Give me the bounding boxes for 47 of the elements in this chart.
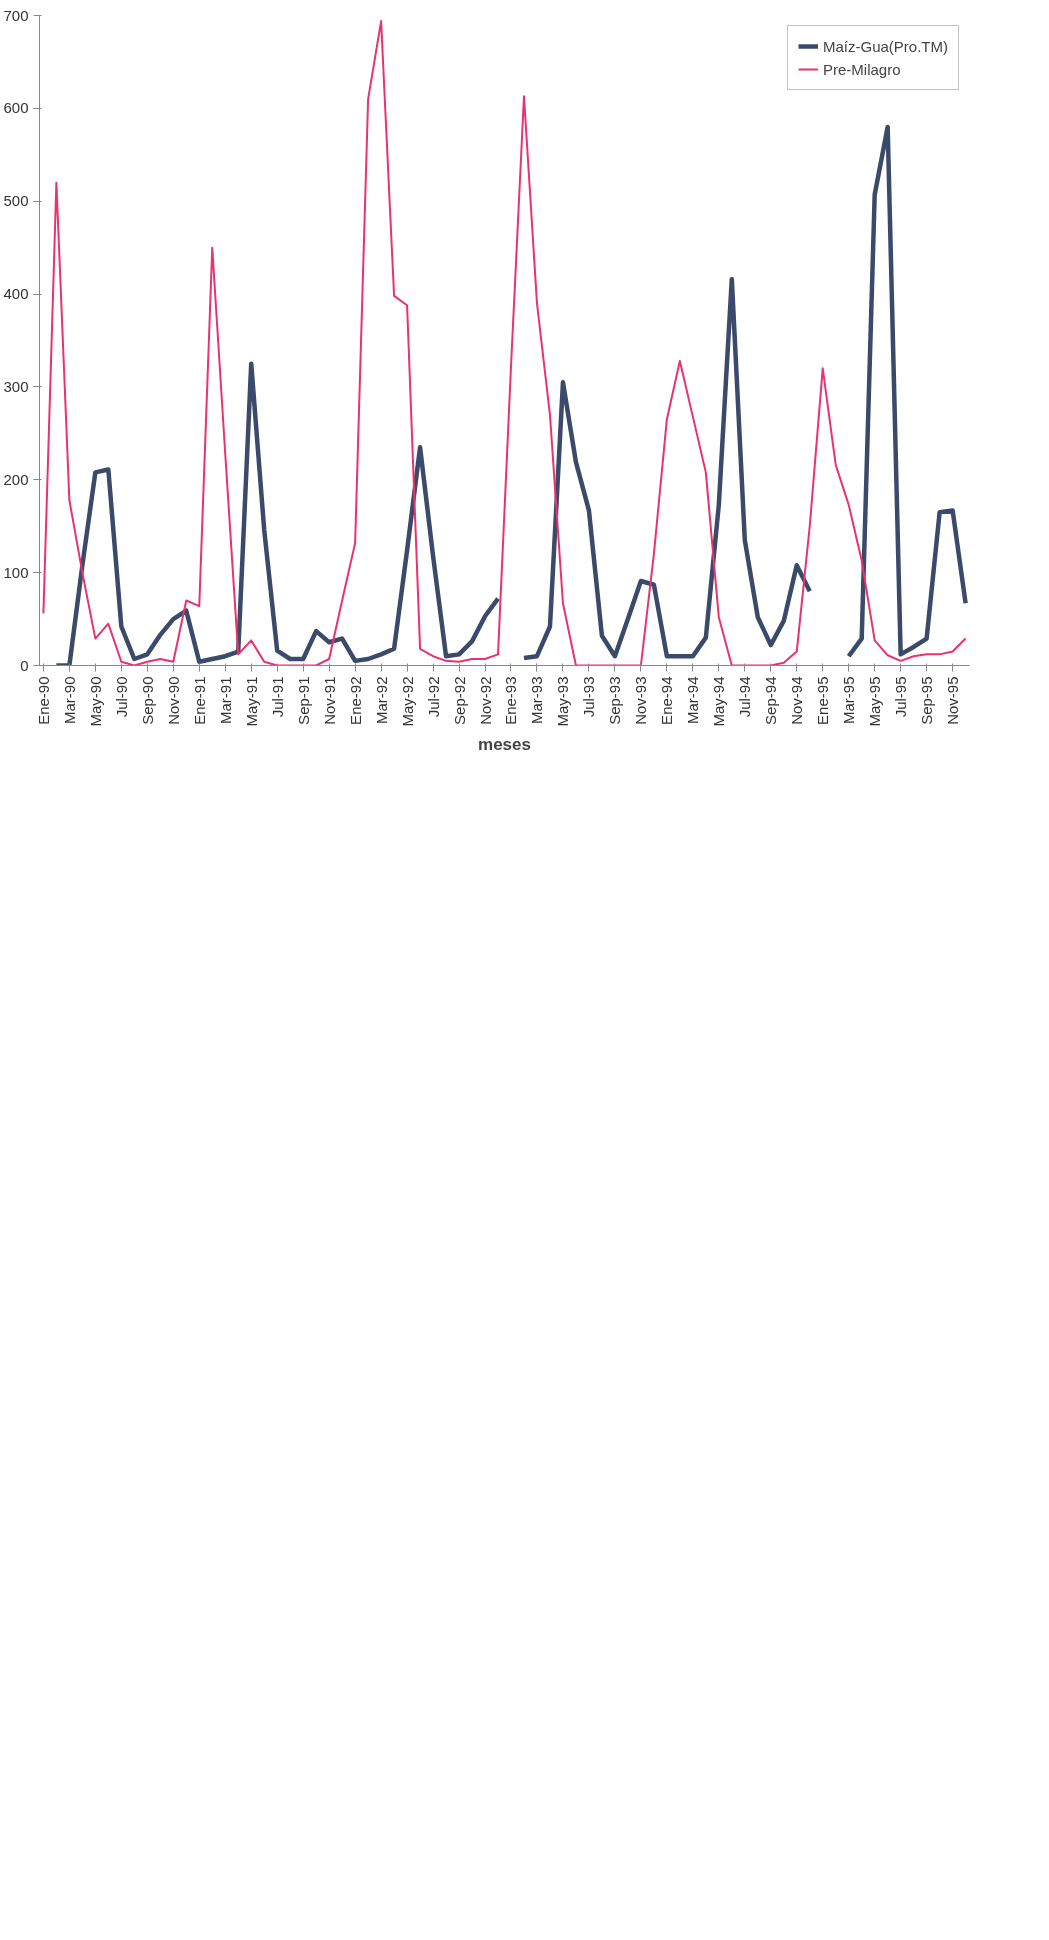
y-tick-label: 200 <box>3 470 29 488</box>
x-tick-label: Mar-90 <box>60 676 78 725</box>
x-tick-label: Sep-90 <box>138 676 156 725</box>
y-tick-label: 100 <box>3 563 29 581</box>
x-tick-label: Mar-93 <box>528 676 546 725</box>
x-tick-label: Ene-90 <box>34 676 52 725</box>
x-tick-label: Mar-94 <box>684 676 702 725</box>
x-tick-label: May-91 <box>242 676 260 727</box>
y-tick-label: 0 <box>20 656 29 674</box>
y-tick-label: 600 <box>3 99 29 117</box>
x-tick-label: Nov-91 <box>320 676 338 725</box>
x-tick-label: Nov-95 <box>944 676 962 725</box>
x-tick-label: Ene-91 <box>190 676 208 725</box>
x-tick-label: Sep-95 <box>918 676 936 725</box>
x-tick-label: Ene-94 <box>658 676 676 725</box>
x-tick-label: Mar-91 <box>216 676 234 725</box>
x-tick-label: May-92 <box>398 676 416 727</box>
x-tick-label: Nov-94 <box>788 676 806 725</box>
y-tick-label: 700 <box>3 6 29 24</box>
x-tick-label: Mar-92 <box>372 676 390 725</box>
x-tick-label: Ene-93 <box>502 676 520 725</box>
x-tick-label: May-95 <box>866 676 884 727</box>
x-tick-label: Ene-92 <box>346 676 364 725</box>
x-tick-label: May-93 <box>554 676 572 727</box>
x-tick-label: Nov-90 <box>164 676 182 725</box>
x-tick-label: May-90 <box>86 676 104 727</box>
x-tick-label: Sep-92 <box>450 676 468 725</box>
x-tick-label: May-94 <box>710 676 728 727</box>
x-tick-label: Sep-91 <box>294 676 312 725</box>
x-tick-label: Jul-94 <box>736 676 754 718</box>
x-tick-label: Sep-94 <box>762 676 780 725</box>
y-tick-label: 300 <box>3 377 29 395</box>
x-tick-label: Jul-91 <box>268 676 286 718</box>
legend-label: Pre-Milagro <box>822 60 901 78</box>
x-tick-label: Nov-92 <box>476 676 494 725</box>
x-tick-label: Sep-93 <box>606 676 624 725</box>
x-tick-label: Nov-93 <box>632 676 650 725</box>
x-tick-label: Ene-95 <box>814 676 832 725</box>
legend-label: Maíz-Gua(Pro.TM) <box>822 37 948 55</box>
y-tick-label: 400 <box>3 285 29 303</box>
x-tick-label: Mar-95 <box>840 676 858 725</box>
x-tick-label: Jul-93 <box>580 676 598 718</box>
x-tick-label: Jul-95 <box>892 676 910 718</box>
x-axis-title: meses <box>478 734 531 754</box>
x-tick-label: Jul-90 <box>112 676 130 718</box>
y-tick-label: 500 <box>3 192 29 210</box>
x-tick-label: Jul-92 <box>424 676 442 718</box>
